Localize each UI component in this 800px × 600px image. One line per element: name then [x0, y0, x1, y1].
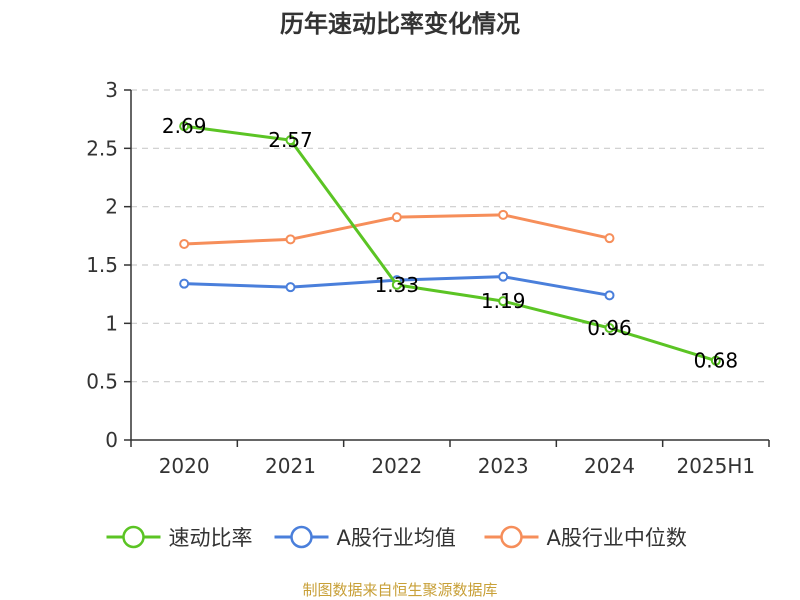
- y-tick-label: 2: [105, 195, 118, 219]
- data-point[interactable]: [498, 296, 509, 307]
- legend-marker: [122, 525, 145, 549]
- legend-marker: [500, 525, 523, 549]
- data-point[interactable]: [285, 282, 296, 293]
- data-point[interactable]: [604, 290, 615, 301]
- data-point[interactable]: [498, 271, 509, 282]
- data-point[interactable]: [285, 234, 296, 245]
- data-point[interactable]: [604, 233, 615, 244]
- x-tick-label: 2021: [265, 454, 316, 478]
- series-layer: [179, 121, 721, 366]
- source-note: 制图数据来自恒生聚源数据库: [302, 581, 497, 599]
- data-labels: 2.69 2.57 1.33 1.19 0.96 0.68: [162, 114, 739, 373]
- legend[interactable]: 速动比率 A股行业均值 A股行业中位数: [106, 525, 687, 550]
- x-tick-label: 2022: [371, 454, 422, 478]
- y-tick-label: 1: [105, 311, 118, 335]
- y-tick-label: 2.5: [86, 136, 118, 160]
- x-tick-label: 2023: [478, 454, 529, 478]
- x-tick-label: 2020: [159, 454, 210, 478]
- data-point[interactable]: [391, 279, 402, 290]
- data-point[interactable]: [179, 239, 190, 249]
- y-tick-label: 0: [105, 428, 118, 452]
- legend-label: 速动比率: [169, 526, 253, 550]
- data-point[interactable]: [498, 209, 509, 220]
- data-point[interactable]: [179, 121, 190, 132]
- legend-label: A股行业均值: [337, 526, 456, 550]
- data-label: 0.96: [587, 316, 632, 340]
- data-point[interactable]: [285, 135, 296, 146]
- data-label: 1.19: [481, 289, 526, 313]
- data-label: 1.33: [375, 273, 420, 297]
- data-point[interactable]: [179, 278, 190, 289]
- y-tick-label: 3: [105, 78, 118, 102]
- x-tick-label: 2024: [584, 454, 635, 478]
- grid-lines: [131, 89, 769, 383]
- legend-marker: [290, 525, 313, 549]
- chart-title: 历年速动比率变化情况: [280, 10, 520, 38]
- data-label: 2.57: [268, 128, 313, 152]
- legend-item[interactable]: 速动比率: [106, 525, 253, 550]
- data-point[interactable]: [710, 355, 721, 366]
- legend-item[interactable]: A股行业均值: [274, 525, 456, 550]
- axes: 0 0.5 1 1.5 2 2.5 3 2020 2021 2022 2023 2024 2025H1: [86, 78, 770, 478]
- data-point[interactable]: [604, 323, 615, 333]
- y-tick-label: 0.5: [86, 370, 118, 394]
- data-label: 2.69: [162, 114, 207, 138]
- legend-item[interactable]: A股行业中位数: [484, 525, 687, 550]
- data-point[interactable]: [391, 212, 402, 223]
- x-tick-label: 2025H1: [676, 454, 755, 478]
- y-tick-label: 1.5: [86, 253, 118, 277]
- series-line: [183, 124, 717, 363]
- data-label: 0.68: [694, 349, 739, 373]
- legend-label: A股行业中位数: [547, 526, 687, 550]
